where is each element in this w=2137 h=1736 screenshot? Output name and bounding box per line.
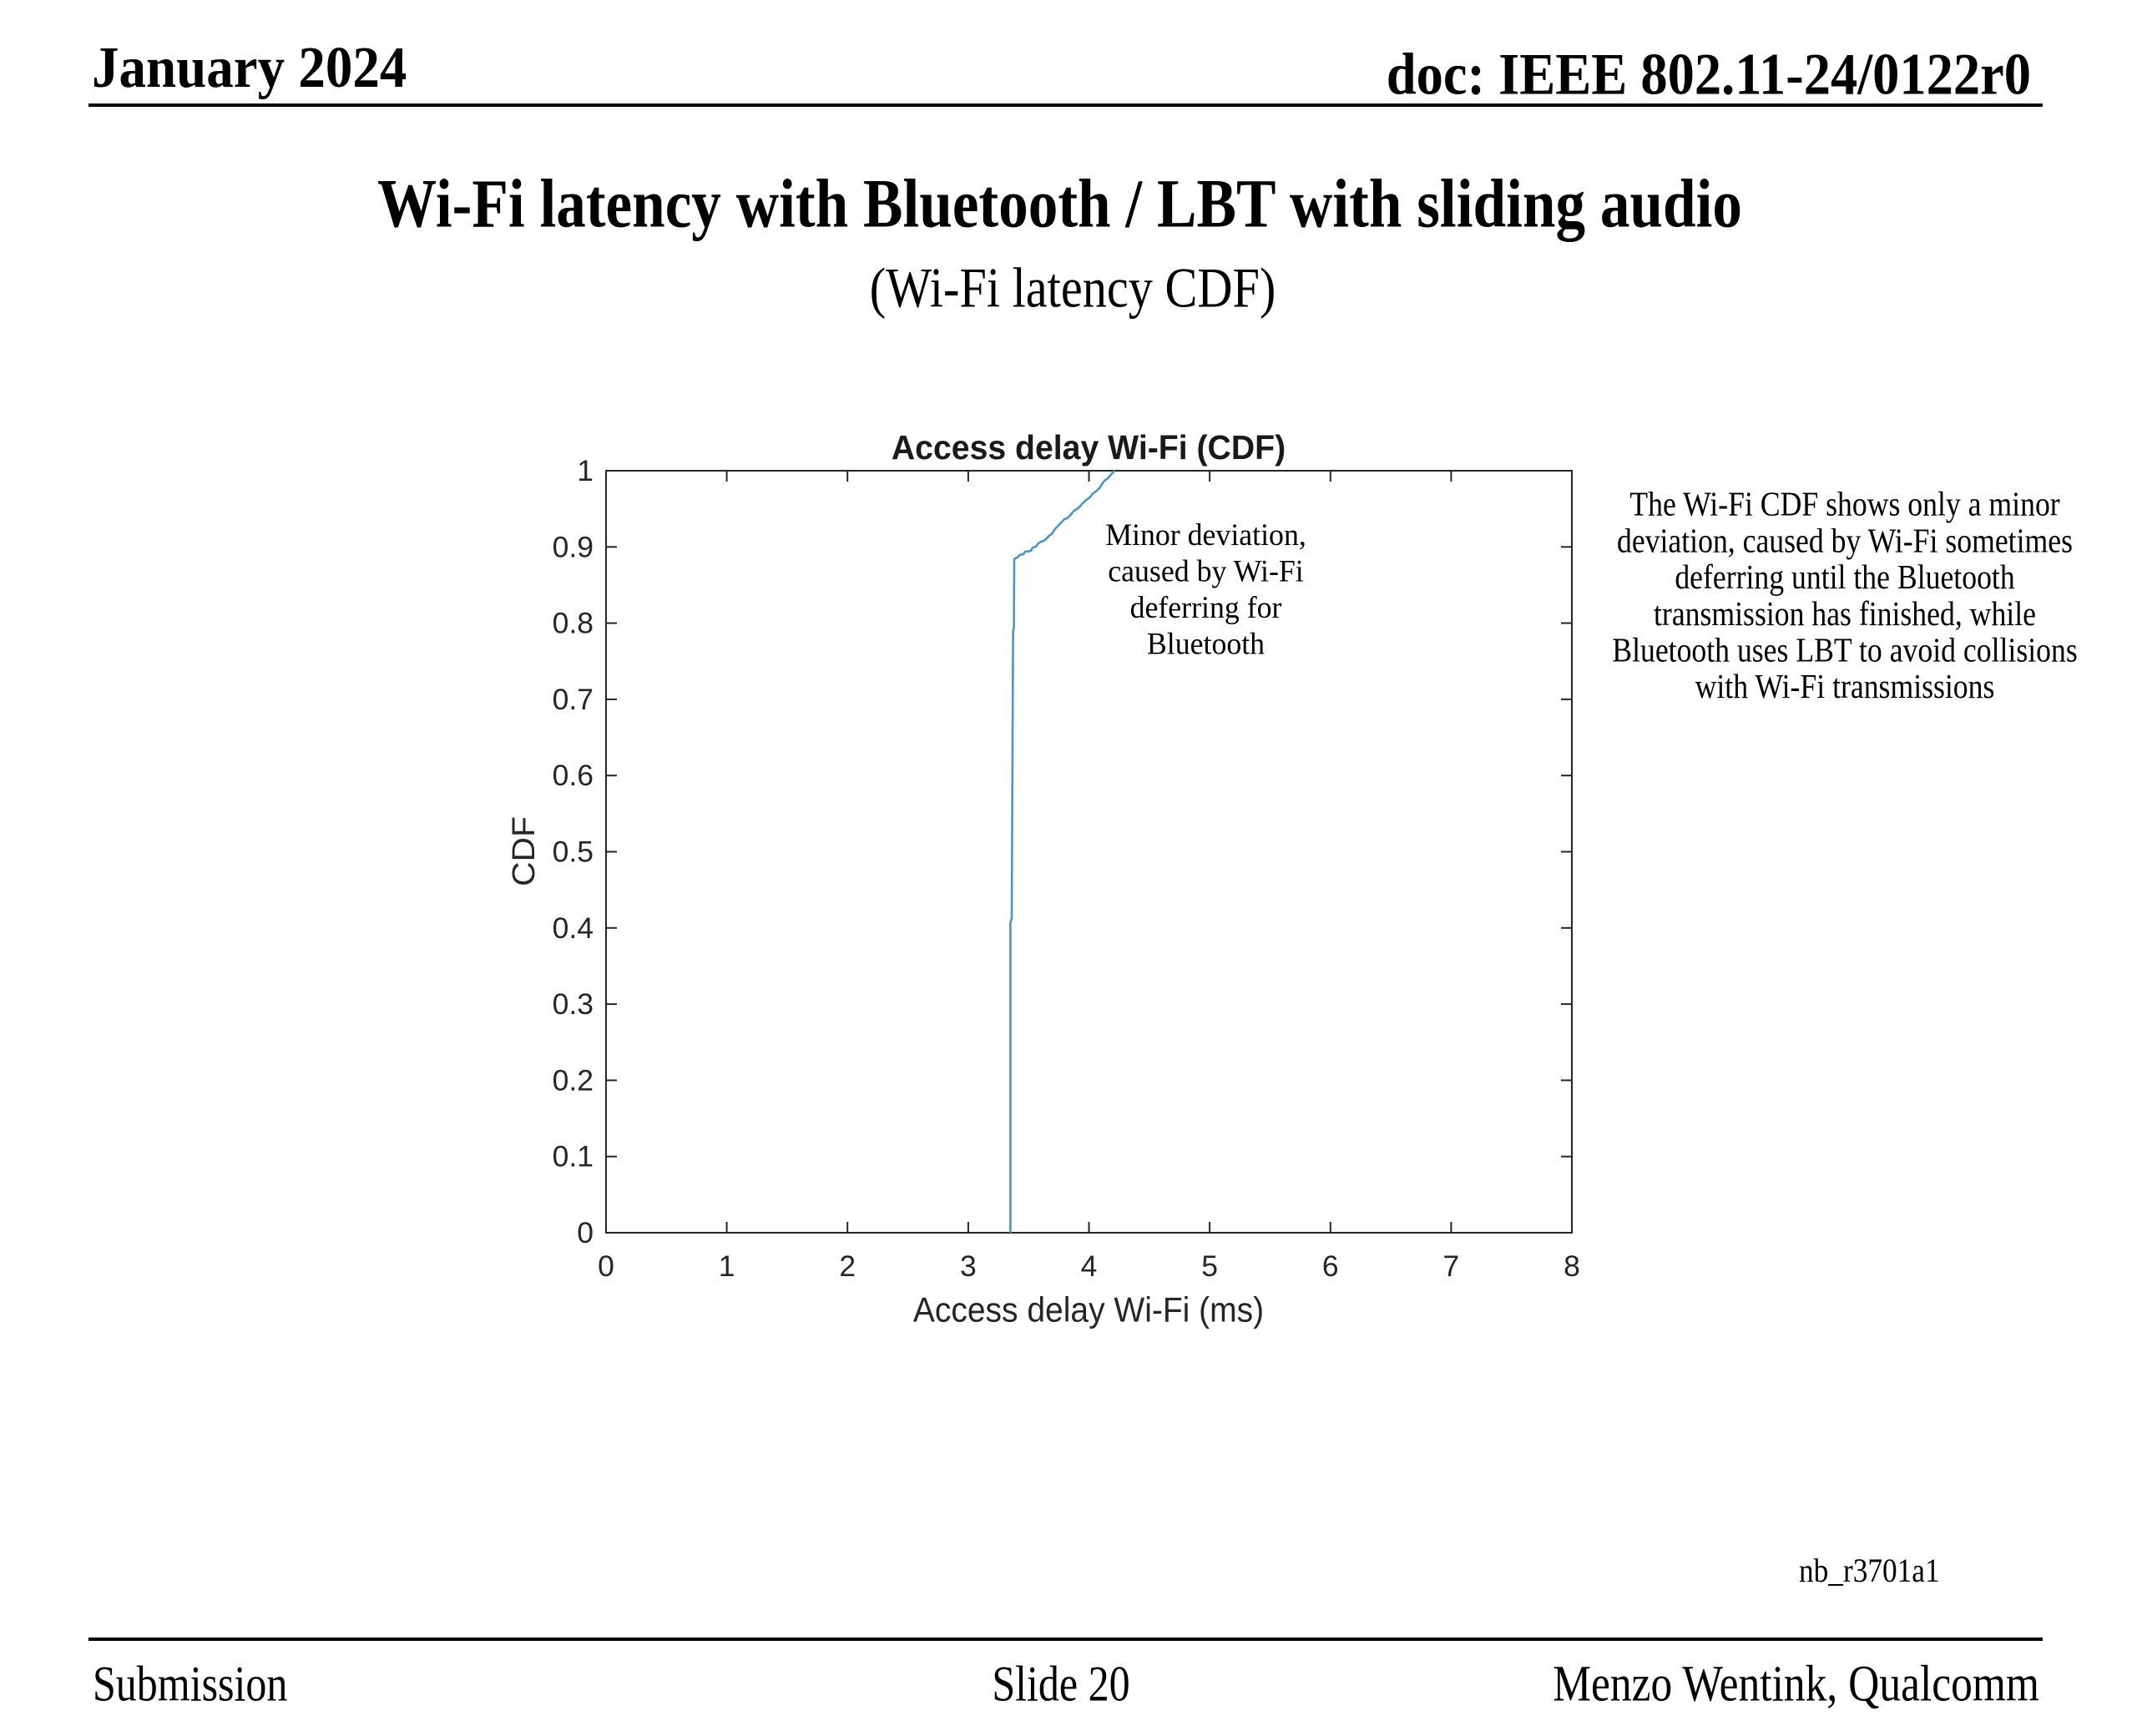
svg-text:0.5: 0.5 bbox=[553, 835, 594, 869]
svg-text:0.1: 0.1 bbox=[553, 1140, 594, 1173]
svg-text:0.2: 0.2 bbox=[553, 1063, 594, 1097]
svg-text:Access delay Wi-Fi (ms): Access delay Wi-Fi (ms) bbox=[913, 1289, 1264, 1330]
svg-text:0.7: 0.7 bbox=[553, 683, 594, 716]
svg-text:6: 6 bbox=[1322, 1249, 1339, 1283]
svg-text:0: 0 bbox=[577, 1216, 594, 1249]
svg-text:0.4: 0.4 bbox=[553, 911, 594, 945]
svg-text:7: 7 bbox=[1443, 1249, 1460, 1283]
svg-text:0.6: 0.6 bbox=[553, 759, 594, 792]
svg-text:0.8: 0.8 bbox=[553, 607, 594, 640]
svg-text:CDF: CDF bbox=[506, 816, 541, 886]
svg-text:Access delay Wi-Fi (CDF): Access delay Wi-Fi (CDF) bbox=[892, 428, 1286, 467]
svg-text:4: 4 bbox=[1081, 1249, 1098, 1283]
svg-text:8: 8 bbox=[1564, 1249, 1580, 1283]
svg-text:0.3: 0.3 bbox=[553, 987, 594, 1021]
svg-text:0.9: 0.9 bbox=[553, 530, 594, 563]
svg-text:1: 1 bbox=[719, 1249, 735, 1283]
svg-text:5: 5 bbox=[1201, 1249, 1218, 1283]
svg-text:0: 0 bbox=[598, 1249, 614, 1283]
svg-text:3: 3 bbox=[960, 1249, 977, 1283]
svg-text:1: 1 bbox=[577, 454, 594, 487]
svg-text:2: 2 bbox=[839, 1249, 856, 1283]
